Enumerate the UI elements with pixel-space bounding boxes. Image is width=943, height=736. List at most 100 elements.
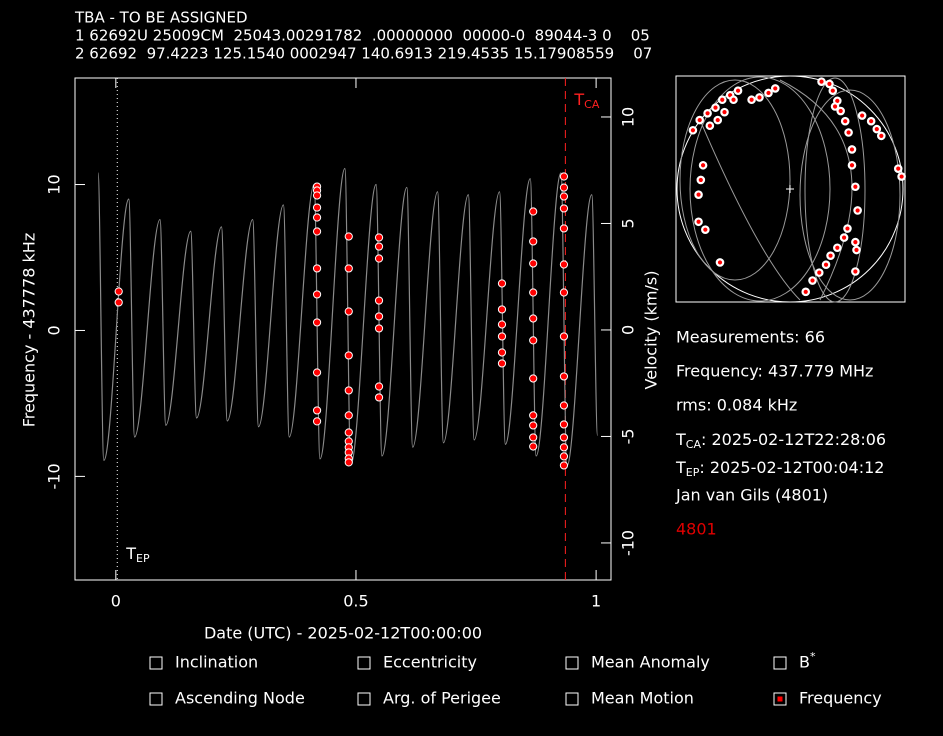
measurement [312, 264, 322, 273]
measurement [559, 372, 569, 381]
checkbox[interactable] [357, 692, 371, 706]
y-tick-label: 10 [45, 174, 64, 194]
measurement [715, 258, 725, 267]
y2-axis-label: Velocity (km/s) [642, 271, 661, 390]
measurement [344, 264, 353, 273]
measurement [559, 172, 569, 181]
measurement [344, 307, 353, 316]
measurement [312, 191, 322, 200]
measurement [114, 298, 123, 307]
symbol: T [675, 430, 686, 449]
measurement [770, 84, 780, 93]
x-tick-label: 0 [111, 592, 121, 611]
measurement [836, 106, 845, 116]
measurement [840, 116, 850, 126]
symbol: T [573, 90, 584, 109]
value: : 2025-02-12T00:04:12 [699, 458, 884, 477]
header-line: 2 62692 97.4223 125.1540 0002947 140.691… [75, 45, 652, 63]
measurement [733, 86, 743, 95]
option-label[interactable]: Mean Motion [591, 689, 694, 708]
measurement [374, 233, 384, 242]
measurement [713, 115, 723, 125]
measurement [696, 175, 706, 185]
plot-frame [74, 77, 612, 581]
checkbox[interactable] [565, 656, 579, 670]
measurement [374, 382, 384, 391]
horizon [676, 75, 904, 303]
measurement [839, 233, 849, 242]
measurement [847, 160, 857, 170]
epoch-label: TCA [573, 90, 599, 112]
track [799, 89, 901, 301]
option-label[interactable]: Arg. of Perigee [383, 689, 501, 708]
checkbox[interactable] [357, 656, 371, 670]
option-label[interactable]: Inclination [175, 653, 258, 672]
subscript: CA [686, 438, 702, 451]
checkbox[interactable] [149, 692, 163, 706]
y2-tick-label: 0 [619, 325, 638, 335]
y2-tick-label: -10 [619, 530, 638, 556]
option-label[interactable]: Frequency [799, 689, 882, 708]
measurement [529, 288, 538, 297]
symbol: T [675, 458, 686, 477]
checkbox[interactable] [565, 692, 579, 706]
measurement [374, 393, 384, 402]
measurement [872, 124, 882, 134]
subscript: CA [584, 98, 600, 111]
measurement [344, 411, 353, 420]
measurement [344, 386, 353, 395]
track [679, 79, 791, 281]
measurement [843, 224, 852, 233]
measurement [312, 368, 322, 377]
header-line: 1 62692U 25009CM 25043.00291782 .0000000… [75, 27, 650, 45]
measurement [114, 287, 123, 296]
x-tick-label: 1 [591, 592, 601, 611]
subscript: EP [136, 552, 150, 565]
measurement [847, 145, 857, 154]
superscript: * [810, 650, 816, 663]
measurement [374, 312, 384, 321]
measurement [877, 131, 886, 141]
measurement [559, 332, 569, 341]
measurement [497, 332, 507, 341]
measurement [559, 204, 569, 213]
measurement [312, 417, 322, 426]
measurement [897, 172, 906, 181]
epoch-label: TEP [125, 544, 150, 566]
measurement [312, 290, 322, 299]
measurement [374, 324, 384, 333]
measurement [374, 296, 384, 305]
measurement [312, 213, 322, 222]
measurement [720, 107, 729, 117]
option-label[interactable]: B* [799, 650, 816, 672]
measurement [705, 121, 715, 131]
measurement [312, 203, 322, 212]
option-label[interactable]: Eccentricity [383, 653, 477, 672]
info-panel: Measurements: 66 Frequency: 437.779 MHz … [675, 328, 886, 539]
measurement [828, 86, 838, 95]
measurement [694, 190, 703, 199]
measurement [497, 279, 507, 288]
measurement [529, 314, 538, 323]
option-label[interactable]: Mean Anomaly [591, 653, 710, 672]
x-tick-label: 0.5 [343, 592, 368, 611]
options: Inclination Eccentricity Mean Anomaly B* Asc… [149, 650, 882, 708]
option-label[interactable]: Ascending Node [175, 689, 305, 708]
measurement [559, 420, 569, 429]
track [804, 77, 866, 303]
checkbox[interactable] [773, 656, 787, 670]
checkbox[interactable] [149, 656, 163, 670]
measurement [844, 128, 853, 137]
measurement [893, 164, 903, 173]
measurement [814, 268, 824, 277]
measurement [830, 102, 840, 111]
measurement [559, 433, 569, 442]
checkbox[interactable] [773, 692, 787, 706]
measurement [694, 217, 703, 227]
measurement [801, 287, 811, 297]
measurement [755, 93, 764, 102]
measurement [698, 160, 708, 170]
measurement [497, 359, 507, 368]
measurement [695, 115, 704, 125]
